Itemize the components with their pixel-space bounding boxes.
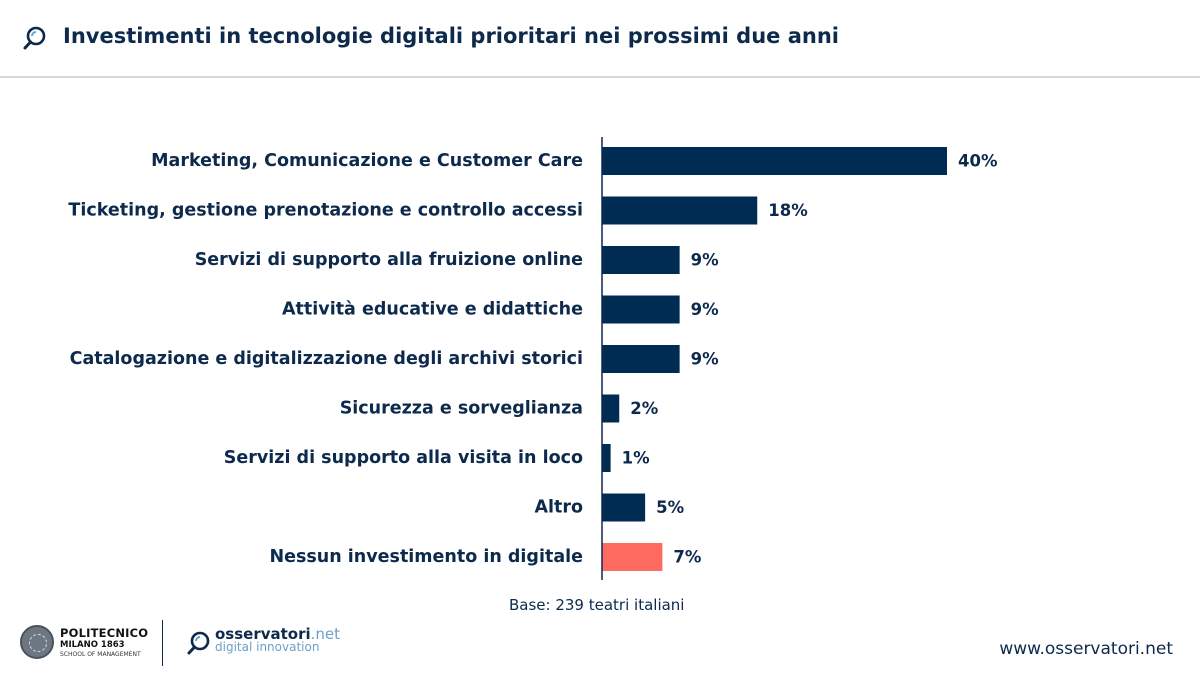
politecnico-school: SCHOOL OF MANAGEMENT bbox=[60, 651, 141, 658]
search-magnifier-icon bbox=[23, 26, 46, 50]
osservatori-name-main: osservatori bbox=[215, 625, 311, 643]
osservatori-magnifier-icon bbox=[187, 631, 210, 655]
bar bbox=[602, 196, 758, 225]
value-label: 5% bbox=[656, 498, 684, 517]
category-label: Attività educative e didattiche bbox=[282, 300, 583, 320]
website-url[interactable]: www.osservatori.net bbox=[999, 639, 1173, 659]
value-label: 40% bbox=[958, 152, 998, 171]
category-label: Marketing, Comunicazione e Customer Care bbox=[151, 151, 583, 171]
value-label: 1% bbox=[622, 449, 650, 468]
value-label: 9% bbox=[691, 251, 719, 270]
bar bbox=[602, 394, 620, 423]
osservatori-name-net: .net bbox=[310, 625, 341, 643]
bar bbox=[602, 147, 947, 175]
osservatori-logo: osservatori.net digital innovation bbox=[186, 625, 340, 660]
category-label: Nessun investimento in digitale bbox=[269, 547, 583, 567]
osservatori-tagline: digital innovation bbox=[215, 640, 320, 654]
header-bar: Investimenti in tecnologie digitali prio… bbox=[0, 0, 1200, 78]
politecnico-name: POLITECNICO bbox=[60, 626, 149, 640]
value-label: 7% bbox=[673, 548, 701, 567]
bar bbox=[602, 345, 680, 373]
page-title: Investimenti in tecnologie digitali prio… bbox=[63, 24, 839, 48]
bar bbox=[602, 295, 680, 324]
category-label: Ticketing, gestione prenotazione e contr… bbox=[68, 201, 583, 221]
category-label: Catalogazione e digitalizzazione degli a… bbox=[70, 349, 583, 369]
category-label: Servizi di supporto alla visita in loco bbox=[224, 448, 583, 468]
value-label: 9% bbox=[691, 300, 719, 319]
value-label: 2% bbox=[630, 399, 658, 418]
footer-divider bbox=[162, 620, 163, 666]
bar bbox=[602, 543, 663, 571]
value-label: 18% bbox=[768, 201, 808, 220]
category-label: Servizi di supporto alla fruizione onlin… bbox=[195, 250, 583, 270]
politecnico-logo: POLITECNICO MILANO 1863 SCHOOL OF MANAGE… bbox=[20, 624, 160, 664]
category-label: Sicurezza e sorveglianza bbox=[340, 399, 583, 419]
chart-note: Base: 239 teatri italiani bbox=[509, 596, 685, 614]
category-label: Altro bbox=[534, 498, 583, 518]
bar bbox=[602, 246, 680, 274]
value-label: 9% bbox=[691, 350, 719, 369]
politecnico-seal-icon bbox=[20, 625, 54, 659]
bar bbox=[602, 444, 611, 472]
bar bbox=[602, 493, 646, 522]
politecnico-sub: MILANO 1863 bbox=[60, 640, 125, 650]
osservatori-name: osservatori.net bbox=[215, 625, 340, 643]
bars-layer: Marketing, Comunicazione e Customer Care… bbox=[68, 147, 998, 571]
